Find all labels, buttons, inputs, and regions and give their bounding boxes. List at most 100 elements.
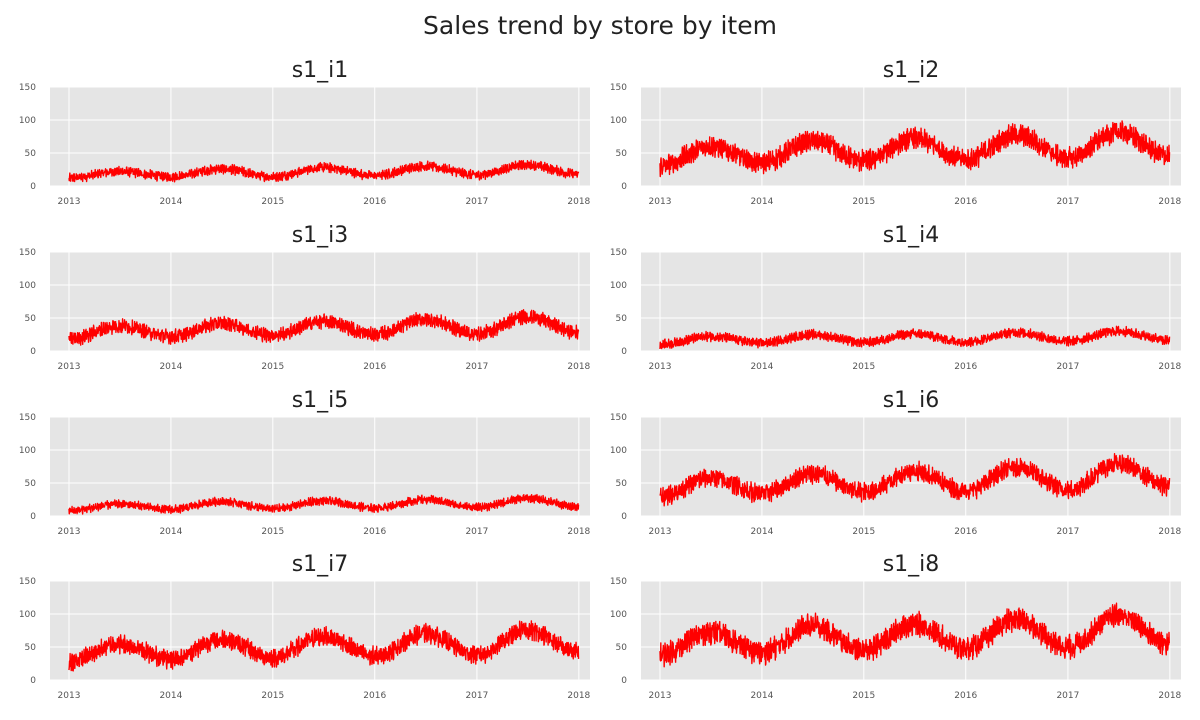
x-tick-label: 2018 (567, 691, 590, 701)
series-line (659, 325, 1171, 350)
x-tick-label: 2014 (159, 362, 182, 372)
y-tick-label: 50 (25, 314, 37, 324)
x-tick-label: 2016 (954, 362, 977, 372)
x-tick-label: 2014 (750, 362, 773, 372)
x-tick-label: 2018 (1158, 197, 1181, 207)
x-tick-label: 2014 (750, 197, 773, 207)
x-tick-label: 2016 (954, 691, 977, 701)
y-tick-label: 150 (19, 83, 36, 93)
x-tick-label: 2018 (1158, 527, 1181, 537)
y-tick-label: 0 (621, 347, 627, 357)
series-line (68, 159, 580, 183)
subplot-title: s1_i7 (292, 552, 349, 577)
x-tick-label: 2016 (363, 197, 386, 207)
x-tick-label: 2014 (159, 197, 182, 207)
x-tick-label: 2015 (261, 527, 284, 537)
y-tick-label: 100 (19, 116, 36, 126)
y-tick-label: 0 (30, 512, 36, 522)
x-tick-label: 2013 (58, 691, 81, 701)
x-tick-label: 2013 (58, 527, 81, 537)
y-tick-label: 150 (610, 83, 627, 93)
x-tick-label: 2013 (58, 197, 81, 207)
x-tick-label: 2017 (465, 362, 488, 372)
y-tick-label: 50 (616, 149, 628, 159)
y-tick-label: 0 (30, 347, 36, 357)
series-line (659, 120, 1171, 178)
x-tick-label: 2015 (852, 691, 875, 701)
x-tick-label: 2014 (159, 691, 182, 701)
x-tick-label: 2014 (750, 691, 773, 701)
series-line (68, 309, 580, 346)
subplot-s1_i7: s1_i7 0 50 100 150 2013 2014 2015 2016 2017 2018 (19, 552, 591, 701)
x-tick-label: 2018 (567, 527, 590, 537)
x-tick-label: 2016 (954, 197, 977, 207)
x-tick-label: 2017 (1056, 362, 1079, 372)
y-tick-label: 100 (19, 610, 36, 620)
x-tick-label: 2017 (465, 691, 488, 701)
figure-title: Sales trend by store by item (423, 11, 777, 40)
y-tick-label: 150 (19, 248, 36, 258)
y-tick-label: 150 (19, 577, 36, 587)
x-tick-label: 2016 (363, 691, 386, 701)
x-tick-label: 2013 (649, 527, 672, 537)
series-line (68, 493, 580, 515)
x-tick-label: 2017 (1056, 691, 1079, 701)
series-line (659, 602, 1170, 668)
y-tick-label: 100 (19, 281, 36, 291)
plot-area (50, 252, 590, 351)
x-tick-label: 2013 (649, 362, 672, 372)
subplot-s1_i6: s1_i6 0 50 100 150 2013 2014 2015 2016 2017 2018 (610, 388, 1182, 537)
x-tick-label: 2015 (852, 197, 875, 207)
y-tick-label: 0 (30, 676, 36, 686)
y-tick-label: 150 (610, 248, 627, 258)
y-tick-label: 50 (616, 643, 628, 653)
subplot-title: s1_i6 (883, 388, 940, 413)
subplot-title: s1_i4 (883, 223, 940, 248)
x-tick-label: 2016 (363, 527, 386, 537)
x-tick-label: 2013 (649, 197, 672, 207)
x-tick-label: 2013 (649, 691, 672, 701)
x-tick-label: 2017 (1056, 527, 1079, 537)
x-tick-label: 2017 (1056, 197, 1079, 207)
x-tick-label: 2016 (954, 527, 977, 537)
x-tick-label: 2018 (1158, 362, 1181, 372)
x-tick-label: 2015 (852, 362, 875, 372)
y-tick-label: 100 (610, 281, 627, 291)
subplot-s1_i4: s1_i4 0 50 100 150 2013 2014 2015 2016 2017 2018 (610, 223, 1182, 372)
series-line (659, 453, 1171, 507)
subplot-s1_i3: s1_i3 0 50 100 150 2013 2014 2015 2016 2017 2018 (19, 223, 591, 372)
subplot-title: s1_i8 (883, 552, 940, 577)
y-tick-label: 50 (25, 149, 37, 159)
x-tick-label: 2017 (465, 197, 488, 207)
series-line (68, 620, 580, 672)
x-tick-label: 2015 (261, 362, 284, 372)
y-tick-label: 50 (25, 479, 37, 489)
x-tick-label: 2014 (159, 527, 182, 537)
y-tick-label: 0 (621, 182, 627, 192)
x-tick-label: 2018 (567, 197, 590, 207)
subplot-s1_i2: s1_i2 0 50 100 150 2013 2014 2015 2016 2017 2018 (610, 58, 1182, 207)
subplot-title: s1_i1 (292, 58, 349, 83)
x-tick-label: 2015 (852, 527, 875, 537)
y-tick-label: 150 (610, 413, 627, 423)
y-tick-label: 50 (25, 643, 37, 653)
y-tick-label: 0 (621, 676, 627, 686)
y-tick-label: 150 (610, 577, 627, 587)
y-tick-label: 100 (610, 116, 627, 126)
x-tick-label: 2016 (363, 362, 386, 372)
subplot-s1_i1: s1_i1 0 50 100 150 2013 2014 2015 2016 2017 2018 (19, 58, 591, 207)
x-tick-label: 2018 (567, 362, 590, 372)
y-tick-label: 0 (621, 512, 627, 522)
subplot-s1_i8: s1_i8 0 50 100 150 2013 2014 2015 2016 2017 2018 (610, 552, 1182, 701)
subplot-title: s1_i3 (292, 223, 349, 248)
subplot-title: s1_i5 (292, 388, 349, 413)
x-tick-label: 2015 (261, 197, 284, 207)
y-tick-label: 0 (30, 182, 36, 192)
y-tick-label: 50 (616, 479, 628, 489)
x-tick-label: 2017 (465, 527, 488, 537)
x-tick-label: 2013 (58, 362, 81, 372)
subplot-title: s1_i2 (883, 58, 940, 83)
y-tick-label: 150 (19, 413, 36, 423)
